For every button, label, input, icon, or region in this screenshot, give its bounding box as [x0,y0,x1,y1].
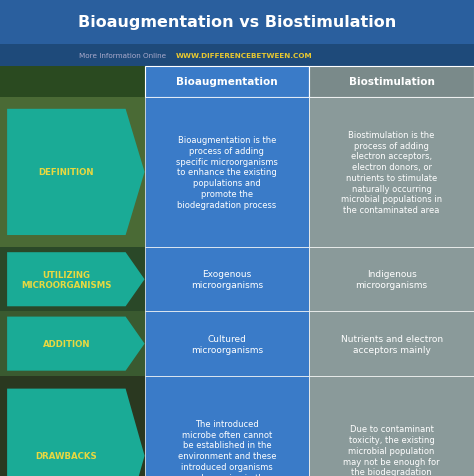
Polygon shape [7,317,145,371]
Text: UTILIZING
MICROORGANISMS: UTILIZING MICROORGANISMS [21,270,111,289]
Polygon shape [7,109,145,236]
FancyBboxPatch shape [309,312,474,376]
Text: WWW.DIFFERENCEBETWEEN.COM: WWW.DIFFERENCEBETWEEN.COM [175,53,312,59]
Text: Bioaugmentation: Bioaugmentation [176,77,278,87]
Text: Cultured
microorganisms: Cultured microorganisms [191,334,263,354]
Text: Biostimulation is the
process of adding
electron acceptors,
electron donors, or
: Biostimulation is the process of adding … [341,130,442,215]
FancyBboxPatch shape [309,98,474,248]
FancyBboxPatch shape [145,312,309,376]
Text: Indigenous
microorganisms: Indigenous microorganisms [356,270,428,289]
FancyBboxPatch shape [0,0,474,45]
FancyBboxPatch shape [0,45,474,67]
Text: The introduced
microbe often cannot
be established in the
environment and these
: The introduced microbe often cannot be e… [178,419,276,476]
FancyBboxPatch shape [145,248,309,312]
FancyBboxPatch shape [309,248,474,312]
FancyBboxPatch shape [309,376,474,476]
FancyBboxPatch shape [145,98,309,248]
FancyBboxPatch shape [145,376,309,476]
FancyBboxPatch shape [0,98,145,248]
Text: DRAWBACKS: DRAWBACKS [36,451,97,460]
Text: Due to contaminant
toxicity, the existing
microbial population
may not be enough: Due to contaminant toxicity, the existin… [343,425,440,476]
Text: Biostimulation: Biostimulation [349,77,435,87]
FancyBboxPatch shape [0,67,145,98]
FancyBboxPatch shape [0,248,145,312]
FancyBboxPatch shape [145,67,309,98]
Text: Bioaugmentation is the
process of adding
specific microorganisms
to enhance the : Bioaugmentation is the process of adding… [176,136,278,209]
Polygon shape [7,253,145,307]
Text: Nutrients and electron
acceptors mainly: Nutrients and electron acceptors mainly [341,334,443,354]
Polygon shape [7,389,145,476]
Text: Exogenous
microorganisms: Exogenous microorganisms [191,270,263,289]
FancyBboxPatch shape [309,67,474,98]
FancyBboxPatch shape [0,312,145,376]
FancyBboxPatch shape [0,376,145,476]
Text: ADDITION: ADDITION [43,339,90,348]
Text: DEFINITION: DEFINITION [38,168,94,177]
Text: Bioaugmentation vs Biostimulation: Bioaugmentation vs Biostimulation [78,15,396,30]
Text: More Information Online: More Information Online [79,53,166,59]
